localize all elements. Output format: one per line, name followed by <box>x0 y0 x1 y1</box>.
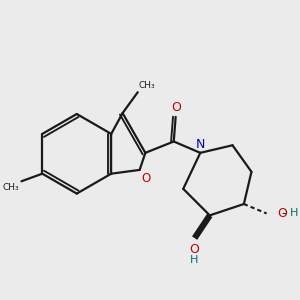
Text: CH₃: CH₃ <box>3 183 20 192</box>
Text: O: O <box>277 207 287 220</box>
Text: N: N <box>196 138 205 151</box>
Text: O: O <box>189 243 199 256</box>
Text: H: H <box>190 255 198 265</box>
Text: H: H <box>290 208 298 218</box>
Text: -: - <box>281 207 286 220</box>
Text: O: O <box>172 101 182 114</box>
Text: O: O <box>142 172 151 185</box>
Text: CH₃: CH₃ <box>139 81 155 90</box>
